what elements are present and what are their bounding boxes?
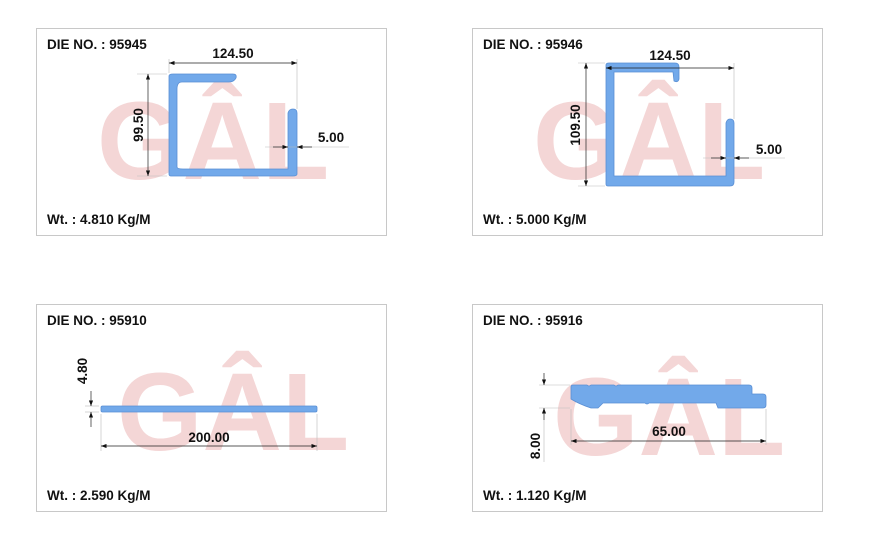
dim-height: 99.50 xyxy=(131,108,146,142)
profile-card-95945: GÂL 124.50 99.50 5.00 DIE NO. : 95945 Wt… xyxy=(36,28,387,236)
dim-height: 109.50 xyxy=(568,104,583,145)
profile-drawing: GÂL 124.50 99.50 5.00 xyxy=(97,46,349,203)
profile-drawing: GÂL 4.80 200.00 xyxy=(75,351,349,474)
profile-drawing: GÂL 124.50 109.50 5.00 xyxy=(533,48,785,203)
profile-card-95910: GÂL 4.80 200.00 DIE NO. : 95910 Wt. : 2.… xyxy=(36,304,387,512)
profile-shape xyxy=(570,384,767,409)
dim-width: 124.50 xyxy=(649,48,690,63)
dim-thickness: 5.00 xyxy=(756,142,782,157)
dim-thickness: 5.00 xyxy=(318,130,344,145)
profile-card-95916: GÂL 8.00 65.00 DIE NO. : 95916 Wt. : 1.1… xyxy=(472,304,823,512)
die-number: DIE NO. : 95916 xyxy=(483,313,583,328)
dim-width: 200.00 xyxy=(188,430,229,445)
watermark-logo: GÂL xyxy=(553,356,785,479)
profile-shape xyxy=(168,73,298,177)
watermark-logo: GÂL xyxy=(117,351,349,474)
weight-label: Wt. : 5.000 Kg/M xyxy=(483,212,587,227)
profile-shape xyxy=(100,405,318,413)
weight-label: Wt. : 2.590 Kg/M xyxy=(47,488,151,503)
die-number: DIE NO. : 95945 xyxy=(47,37,147,52)
profile-card-95946: GÂL 124.50 109.50 5.00 DIE NO. : 95946 W… xyxy=(472,28,823,236)
dim-thickness: 8.00 xyxy=(528,433,543,459)
dim-thickness: 4.80 xyxy=(75,358,90,384)
die-number: DIE NO. : 95946 xyxy=(483,37,583,52)
die-number: DIE NO. : 95910 xyxy=(47,313,147,328)
weight-label: Wt. : 4.810 Kg/M xyxy=(47,212,151,227)
dim-width: 124.50 xyxy=(212,46,253,61)
weight-label: Wt. : 1.120 Kg/M xyxy=(483,488,587,503)
dim-width: 65.00 xyxy=(652,424,686,439)
profile-drawing: GÂL 8.00 65.00 xyxy=(528,356,785,479)
profile-shape xyxy=(605,62,735,187)
